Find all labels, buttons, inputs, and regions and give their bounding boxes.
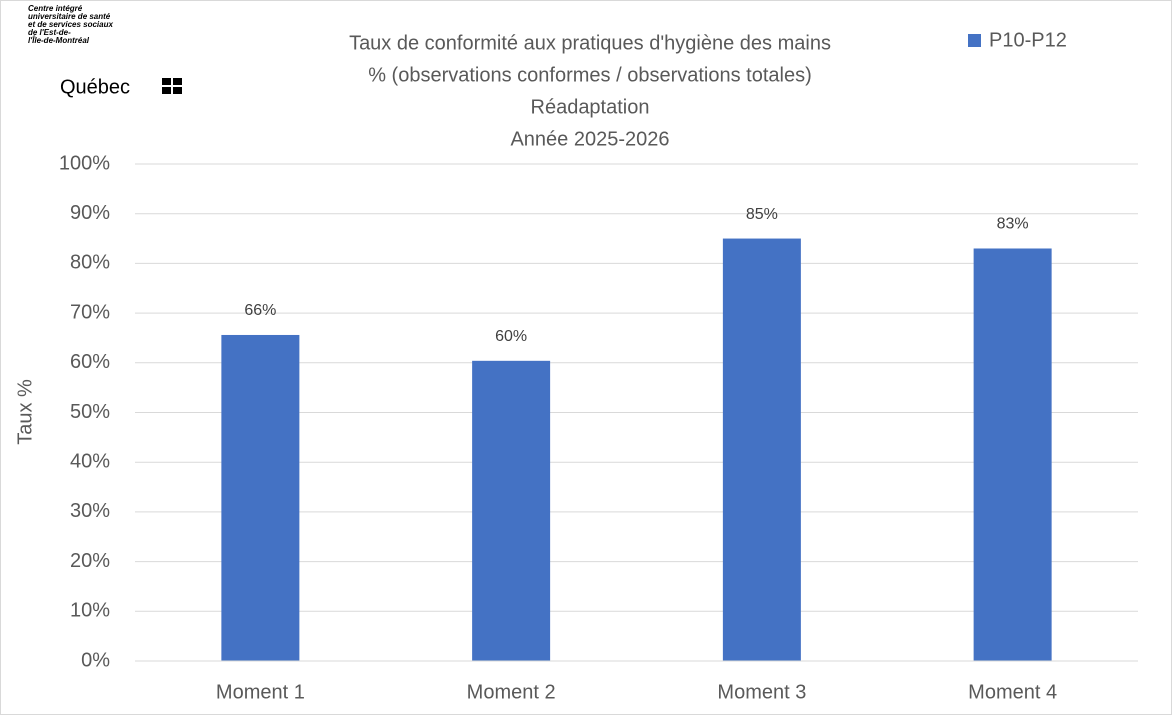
y-tick-label: 100% <box>59 152 110 174</box>
logo-line: de l'Est-de- <box>28 28 71 37</box>
bar <box>221 334 300 661</box>
data-label: 83% <box>997 216 1029 233</box>
logo-flag <box>173 78 182 85</box>
y-tick-label: 90% <box>70 202 110 224</box>
y-tick-label: 30% <box>70 500 110 522</box>
legend-swatch <box>968 34 981 47</box>
chart-title: Réadaptation <box>531 96 650 118</box>
logo: Centre intégré universitaire de santé et… <box>28 4 182 98</box>
legend-label: P10-P12 <box>989 29 1067 51</box>
logo-line: l'Île-de-Montréal <box>28 36 90 45</box>
logo-line: Centre intégré <box>28 4 83 13</box>
y-tick-label: 20% <box>70 550 110 572</box>
chart-title: Taux de conformité aux pratiques d'hygiè… <box>349 32 831 54</box>
y-tick-label: 60% <box>70 351 110 373</box>
bar <box>722 238 801 662</box>
bar <box>973 248 1052 662</box>
data-label: 85% <box>746 206 778 223</box>
bar <box>472 360 551 661</box>
y-tick-label: 70% <box>70 301 110 323</box>
y-axis-label: Taux % <box>14 379 36 445</box>
y-tick-label: 0% <box>81 649 110 671</box>
y-tick-label: 50% <box>70 401 110 423</box>
logo-flag <box>173 87 182 94</box>
y-tick-label: 40% <box>70 450 110 472</box>
x-tick-label: Moment 1 <box>216 681 305 703</box>
chart-title: Année 2025-2026 <box>510 128 669 150</box>
x-tick-label: Moment 4 <box>968 681 1057 703</box>
logo-flag <box>162 78 171 85</box>
y-tick-label: 80% <box>70 252 110 274</box>
x-tick-label: Moment 3 <box>717 681 806 703</box>
y-tick-label: 10% <box>70 600 110 622</box>
x-tick-label: Moment 2 <box>467 681 556 703</box>
logo-line: et de services sociaux <box>28 20 113 29</box>
logo-flag <box>162 87 171 94</box>
data-label: 66% <box>244 302 276 319</box>
logo-name: Québec <box>60 76 130 98</box>
chart-title: % (observations conformes / observations… <box>368 64 812 86</box>
data-label: 60% <box>495 328 527 345</box>
logo-line: universitaire de santé <box>28 12 111 21</box>
